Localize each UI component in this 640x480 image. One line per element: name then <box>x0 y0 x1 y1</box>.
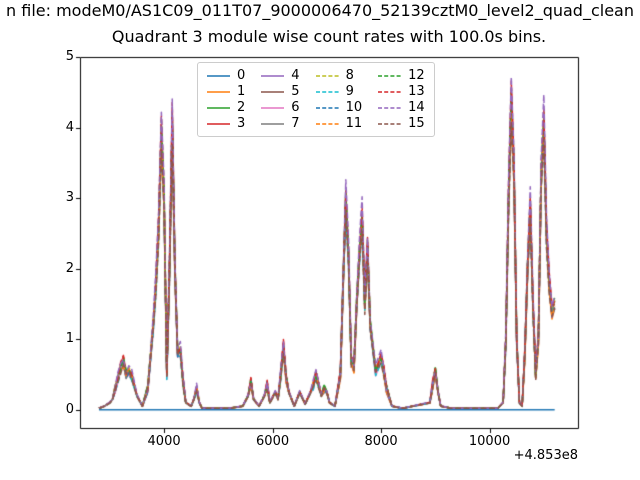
legend-label: 0 <box>237 68 246 83</box>
x-tick-label: 6000 <box>256 434 290 449</box>
legend-item: 0 <box>207 69 245 82</box>
legend-line-sample <box>207 74 230 77</box>
legend-label: 5 <box>291 84 300 99</box>
legend-label: 7 <box>291 116 300 131</box>
legend-item: 13 <box>378 85 425 98</box>
legend: 0 1 2 3 4 5 6 7 8 9 10 11 12 13 14 15 <box>197 62 435 137</box>
y-tick-label: 5 <box>65 49 74 64</box>
y-tick-label: 3 <box>65 190 74 206</box>
legend-column: 12 13 14 15 <box>378 69 425 130</box>
y-tick-label: 4 <box>65 119 74 135</box>
legend-label: 10 <box>345 100 363 115</box>
legend-item: 5 <box>261 84 300 99</box>
legend-item: 14 <box>378 101 425 114</box>
legend-line-sample <box>378 122 402 125</box>
legend-line-sample <box>261 106 285 109</box>
legend-label: 2 <box>237 100 246 115</box>
legend-label: 15 <box>408 116 425 131</box>
legend-line-sample <box>378 106 402 109</box>
legend-item: 7 <box>261 116 300 131</box>
legend-label: 3 <box>237 116 246 131</box>
y-tick-label: 1 <box>65 331 74 347</box>
legend-line-sample <box>315 122 339 125</box>
legend-item: 4 <box>261 68 300 83</box>
x-tick-label: 4000 <box>147 434 181 449</box>
legend-line-sample <box>207 122 230 125</box>
legend-line-sample <box>315 106 339 109</box>
y-tick-label: 0 <box>65 401 74 417</box>
x-tick-label: 10000 <box>468 434 511 449</box>
legend-item: 10 <box>315 100 363 115</box>
legend-label: 1 <box>237 84 246 99</box>
legend-item: 6 <box>261 100 300 115</box>
legend-line-sample <box>378 74 402 77</box>
legend-label: 12 <box>408 68 425 83</box>
legend-line-sample <box>207 90 230 93</box>
legend-line-sample <box>378 90 402 93</box>
legend-item: 9 <box>315 84 363 99</box>
legend-item: 12 <box>378 69 425 82</box>
x-tick-label: 8000 <box>364 434 398 449</box>
x-axis-offset-label: +4.853e8 <box>513 448 578 463</box>
legend-item: 8 <box>315 68 363 83</box>
legend-label: 14 <box>408 100 425 115</box>
legend-item: 2 <box>207 101 245 114</box>
legend-line-sample <box>315 90 339 93</box>
legend-line-sample <box>207 106 230 109</box>
legend-item: 1 <box>207 85 245 98</box>
legend-item: 3 <box>207 117 245 130</box>
legend-line-sample <box>261 74 285 77</box>
legend-item: 15 <box>378 117 425 130</box>
legend-column: 8 9 10 11 <box>315 68 363 131</box>
legend-item: 11 <box>315 116 363 131</box>
y-tick-label: 2 <box>65 260 74 276</box>
legend-label: 9 <box>345 84 354 99</box>
legend-line-sample <box>261 122 285 125</box>
legend-label: 13 <box>408 84 425 99</box>
legend-line-sample <box>315 74 339 77</box>
legend-line-sample <box>261 90 285 93</box>
legend-label: 6 <box>291 100 300 115</box>
legend-label: 11 <box>345 116 363 131</box>
legend-label: 8 <box>345 68 354 83</box>
legend-label: 4 <box>291 68 300 83</box>
